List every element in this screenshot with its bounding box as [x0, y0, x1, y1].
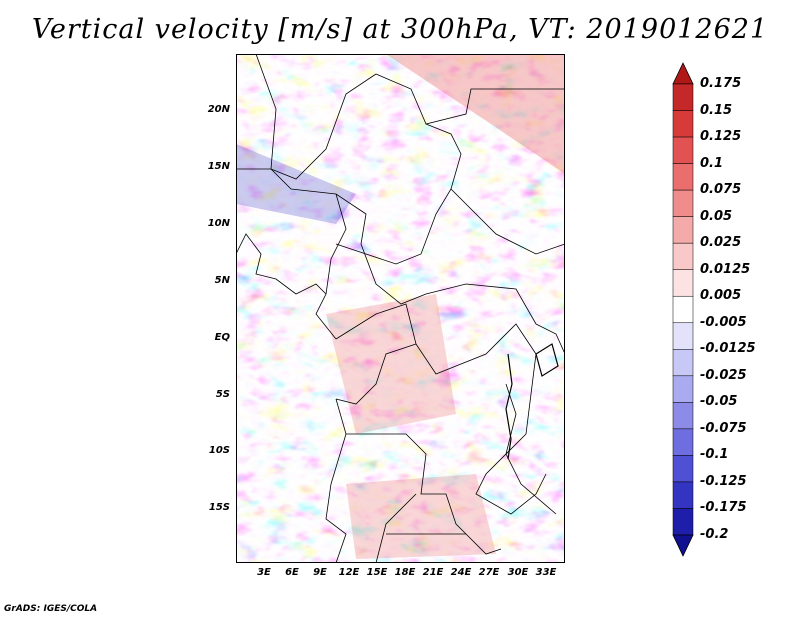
lat-label-5s: 5S [215, 389, 230, 400]
colorbar-label: 0.1 [700, 155, 724, 171]
colorbar-label: -0.025 [700, 367, 747, 383]
lon-label-27e: 27E [478, 567, 500, 578]
colorbar-label: -0.075 [700, 420, 747, 436]
colorbar-label: -0.125 [700, 473, 747, 489]
colorbar-label: 0.025 [700, 235, 742, 251]
lat-label-eq: EQ [214, 332, 230, 343]
colorbar-box [672, 375, 694, 403]
colorbar-label: 0.05 [700, 208, 733, 224]
colorbar-box [672, 216, 694, 244]
colorbar-label: -0.005 [700, 314, 747, 330]
colorbar-label: 0.15 [700, 102, 733, 118]
colorbar-box [672, 189, 694, 217]
colorbar-label: 0.0125 [700, 261, 751, 277]
colorbar-box [672, 508, 694, 536]
colorbar-label: -0.0125 [700, 341, 756, 357]
lon-label-30e: 30E [507, 567, 529, 578]
colorbar-box [672, 455, 694, 483]
lat-label-5n: 5N [214, 275, 230, 286]
colorbar-box [672, 242, 694, 270]
lon-label-6e: 6E [285, 567, 299, 578]
lon-label-15e: 15E [366, 567, 388, 578]
lon-label-3e: 3E [257, 567, 271, 578]
colorbar-label: -0.05 [700, 394, 738, 410]
map-field [236, 54, 565, 563]
chart-title: Vertical velocity [m/s] at 300hPa, VT: 2… [31, 14, 769, 45]
colorbar-box [672, 481, 694, 509]
colorbar-label: -0.1 [700, 447, 729, 463]
colorbar-box [672, 83, 694, 111]
colorbar-box [672, 136, 694, 164]
credit-label: GrADS: IGES/COLA [4, 604, 98, 614]
colorbar-box [672, 269, 694, 297]
colorbar-label: 0.125 [700, 129, 742, 145]
lakes [505, 343, 559, 460]
colorbar-label: 0.005 [700, 288, 742, 304]
lat-label-15n: 15N [207, 161, 230, 172]
lon-label-12e: 12E [338, 567, 360, 578]
colorbar-box [672, 349, 694, 377]
country-borders [236, 54, 565, 563]
colorbar-box [672, 163, 694, 191]
colorbar-box [672, 428, 694, 456]
colorbar-top-arrow [672, 62, 694, 85]
colorbar-box [672, 322, 694, 350]
colorbar-bottom-arrow [672, 534, 694, 557]
colorbar [672, 62, 694, 557]
colorbar-label: -0.175 [700, 500, 747, 516]
colorbar-box [672, 110, 694, 138]
lat-label-10n: 10N [207, 218, 230, 229]
colorbar-box [672, 402, 694, 430]
lon-label-24e: 24E [450, 567, 472, 578]
lon-label-21e: 21E [422, 567, 444, 578]
lon-label-33e: 33E [535, 567, 557, 578]
colorbar-label: -0.2 [700, 527, 729, 542]
lat-label-10s: 10S [208, 445, 230, 456]
lat-label-15s: 15S [208, 502, 230, 513]
lat-label-20n: 20N [207, 104, 230, 115]
lon-label-18e: 18E [394, 567, 416, 578]
colorbar-label: 0.075 [700, 182, 742, 198]
lon-label-9e: 9E [313, 567, 327, 578]
colorbar-box [672, 295, 694, 324]
colorbar-label: 0.175 [700, 76, 742, 91]
